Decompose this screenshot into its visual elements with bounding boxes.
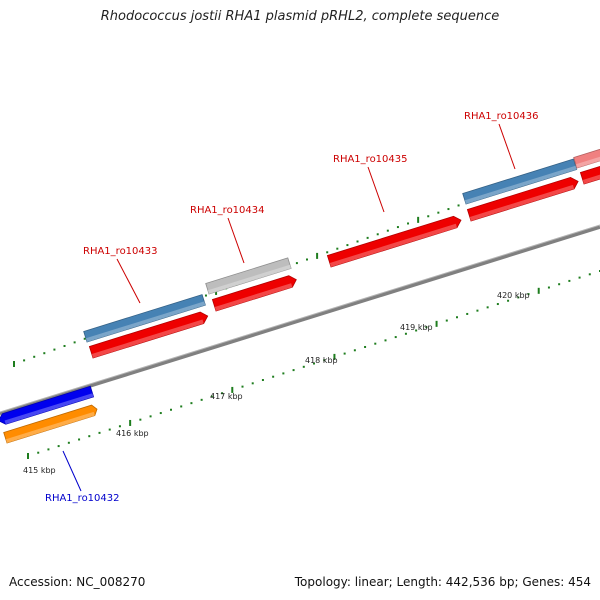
gene-label: RHA1_ro10432 <box>45 493 120 504</box>
scale-tick-label: 415 kbp <box>23 466 56 475</box>
features <box>0 148 600 444</box>
gene-label-leader <box>62 450 82 492</box>
feature-gene-arrow <box>462 158 578 205</box>
gene-label: RHA1_ro10435 <box>333 154 408 165</box>
feature-cds-arrow <box>326 215 462 268</box>
feature-cds-arrow <box>88 311 209 359</box>
feature-cds-arrow <box>3 404 98 444</box>
feature-cds-arrow <box>211 275 297 312</box>
gene-label-leader <box>367 166 385 213</box>
accession-text: Accession: NC_008270 <box>9 575 146 589</box>
scale-tick-label: 417 kbp <box>210 392 243 401</box>
gene-label: RHA1_ro10436 <box>464 111 539 122</box>
scale-tick-label: 420 kbp <box>497 291 530 300</box>
gene-label-leader <box>227 217 245 264</box>
backbone <box>0 224 600 416</box>
feature-cds-arrow <box>466 176 579 222</box>
gene-label: RHA1_ro10434 <box>190 205 265 216</box>
gene-label-leader <box>116 258 141 304</box>
gene-label: RHA1_ro10433 <box>83 246 158 257</box>
labels: RHA1_ro10432 RHA1_ro10433 RHA1_ro10434 RHA1… <box>45 111 539 504</box>
scale-tick-label: 418 kbp <box>305 356 338 365</box>
label-leaders <box>62 123 516 492</box>
backbone-line <box>0 225 600 416</box>
feature-cds-arrow <box>579 165 600 185</box>
gene-label-leader <box>498 123 516 170</box>
feature-gene-arrow <box>205 257 292 295</box>
topology-text: Topology: linear; Length: 442,536 bp; Ge… <box>294 575 591 589</box>
scale-tick-label: 416 kbp <box>116 429 149 438</box>
feature-gene-arrow <box>83 294 206 343</box>
scale-tick-label: 419 kbp <box>400 323 433 332</box>
feature-gene-arrow <box>573 148 600 169</box>
backbone-highlight <box>0 224 600 413</box>
map-title: Rhodococcus jostii RHA1 plasmid pRHL2, c… <box>100 9 500 24</box>
feature-gene-arrow <box>0 385 95 425</box>
